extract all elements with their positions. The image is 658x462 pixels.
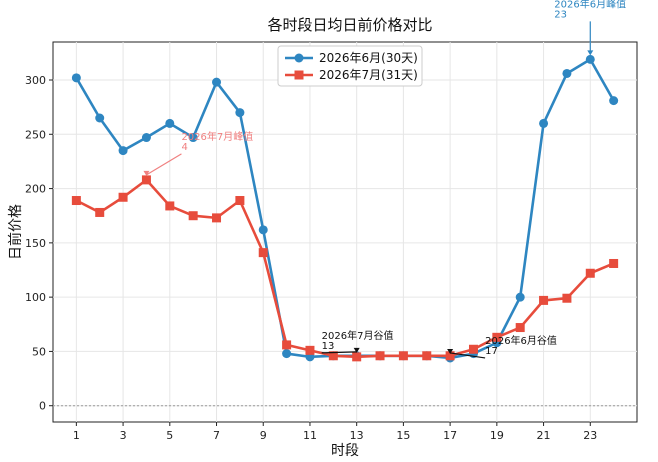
series-1-point (188, 133, 198, 143)
series-1-point (118, 146, 128, 156)
series-1-point (165, 118, 175, 128)
series-2-point (492, 332, 502, 342)
x-tick-label: 17 (443, 429, 457, 442)
x-axis-title: 时段 (331, 443, 359, 459)
series-2-point (328, 351, 338, 361)
annotation-label: 2026年7月谷值 (322, 329, 394, 342)
series-1-point (235, 108, 245, 118)
x-tick-label: 1 (73, 429, 80, 442)
series-2-point (165, 201, 175, 211)
series-1-point (585, 54, 595, 64)
chart-title: 各时段日均日前价格对比 (267, 16, 432, 34)
series-1-point (609, 96, 619, 106)
y-tick-label: 300 (25, 74, 46, 87)
series-1-point (71, 73, 81, 83)
series-2-point (258, 248, 268, 258)
legend-marker-2 (294, 70, 304, 80)
annotation-label: 2026年7月峰值 (181, 130, 253, 143)
series-2-point (212, 213, 222, 223)
series-2-point (585, 268, 595, 278)
annotation-arrowhead (353, 347, 360, 353)
x-tick-label: 21 (537, 429, 551, 442)
series-1-point (95, 113, 105, 123)
annotation-arrow (321, 351, 357, 354)
series-1-point (539, 118, 549, 128)
annotation-value: 4 (181, 142, 187, 153)
series-1-point (141, 133, 151, 143)
legend-label-2: 2026年7月(31天) (319, 68, 418, 82)
legend-marker-1 (294, 53, 304, 63)
plot-frame (52, 41, 638, 423)
y-axis-title: 日前价格 (7, 204, 24, 260)
series-2-point (71, 196, 81, 206)
series-1-point (212, 77, 222, 87)
y-tick-label: 50 (32, 345, 46, 358)
series-2-point (422, 351, 432, 361)
y-tick-label: 200 (25, 183, 46, 196)
series-2-point (141, 175, 151, 185)
series-layer (71, 54, 619, 363)
series-2-point (562, 293, 572, 303)
annotation-arrowhead (447, 348, 454, 354)
x-tick-label: 19 (490, 429, 504, 442)
series-1-point (515, 292, 525, 302)
legend-label-1: 2026年6月(30天) (319, 51, 418, 65)
y-tick-label: 0 (39, 400, 46, 413)
y-tick-label: 150 (25, 237, 46, 250)
series-2-point (235, 196, 245, 206)
annotation-label: 2026年6月谷值 (485, 334, 557, 347)
series-2-point (445, 351, 455, 361)
x-tick-label: 15 (396, 429, 410, 442)
series-2-point (515, 323, 525, 333)
x-tick-label: 23 (583, 429, 597, 442)
annotation-label: 2026年6月峰值 (554, 0, 626, 10)
series-2-point (398, 351, 408, 361)
series-1-point (562, 68, 572, 78)
series-2-point (539, 295, 549, 305)
x-tick-label: 13 (350, 429, 364, 442)
x-tick-label: 11 (303, 429, 317, 442)
annotation-arrow (450, 352, 486, 359)
annotation-arrowhead (587, 50, 594, 56)
annotation-arrow (146, 153, 182, 176)
series-2-point (118, 192, 128, 202)
series-2-point (352, 352, 362, 362)
legend: 2026年6月(30天) 2026年7月(31天) (277, 45, 423, 87)
series-1-point (258, 225, 268, 235)
y-tick-label: 100 (25, 291, 46, 304)
series-2-point (188, 211, 198, 221)
annotation-value: 13 (322, 341, 335, 352)
series-2-point (468, 344, 478, 354)
series-1-point (282, 349, 292, 359)
x-tick-label: 7 (213, 429, 220, 442)
y-tick-label: 250 (25, 128, 46, 141)
series-2-point (95, 207, 105, 217)
annotation-value: 17 (485, 346, 498, 357)
series-2-point (282, 340, 292, 350)
annotation-arrowhead (143, 170, 150, 176)
x-tick-label: 5 (166, 429, 173, 442)
series-2-point (375, 351, 385, 361)
x-tick-label: 3 (120, 429, 127, 442)
series-2-point (305, 345, 315, 355)
series-2-point (609, 258, 619, 268)
legend-box (277, 45, 423, 87)
x-tick-label: 9 (260, 429, 267, 442)
grid-layer (53, 42, 637, 422)
annotation-value: 23 (554, 9, 567, 20)
